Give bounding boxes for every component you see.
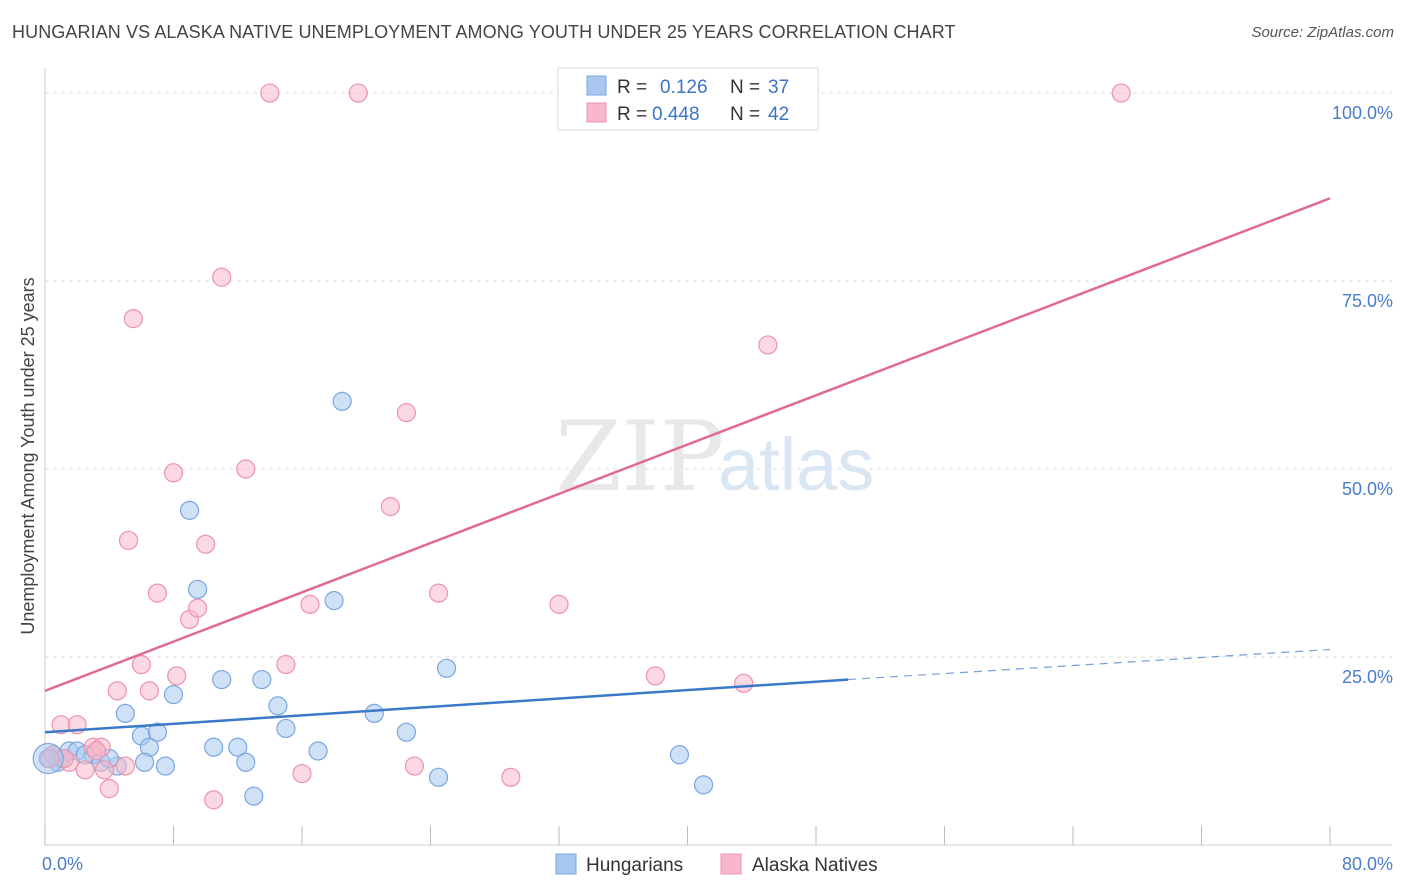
- alaska-native-point-8: [99, 779, 119, 799]
- alaska-native-point-23: [236, 459, 256, 479]
- bottom-legend: Hungarians Alaska Natives: [555, 853, 878, 876]
- alaska-native-point-4: [75, 760, 95, 780]
- alaska-native-point-29: [380, 497, 400, 517]
- hungarian-point-31: [669, 745, 690, 765]
- alaska-native-point-12: [118, 530, 139, 551]
- bottom-legend-alaska-natives: Alaska Natives: [752, 855, 878, 876]
- hungarian-point-26: [332, 391, 352, 411]
- hungarian-point-35: [134, 752, 155, 772]
- hungarian-point-29: [428, 767, 449, 787]
- hungarian-point-24: [308, 741, 328, 761]
- alaska-native-point-31: [404, 756, 425, 776]
- bottom-legend-swatch-hungarians: [555, 853, 577, 875]
- y-tick-label-0: 25.0%: [1342, 667, 1393, 687]
- hungarian-point-14: [179, 500, 200, 520]
- axes: [44, 68, 1392, 846]
- legend-swatch-alaska-natives: [586, 102, 607, 123]
- hungarian-point-23: [276, 718, 296, 739]
- hungarian-point-27: [364, 703, 384, 724]
- y-tick-label-1: 50.0%: [1342, 479, 1393, 499]
- alaska-native-point-20: [196, 534, 216, 554]
- alaska-native-point-19: [187, 598, 208, 618]
- alaska-native-point-7: [94, 760, 115, 780]
- alaska-native-point-22: [212, 267, 232, 287]
- alaska-native-point-38: [1111, 83, 1131, 103]
- hungarian-point-28: [396, 722, 417, 742]
- hungarian-point-25: [324, 591, 344, 611]
- alaska-native-point-27: [300, 594, 320, 614]
- alaska-native-point-10: [115, 756, 135, 776]
- legend-n-value-2: 42: [768, 104, 789, 125]
- trendline-hungarians-extension: [848, 648, 1331, 681]
- alaska-native-point-13: [131, 654, 151, 675]
- hungarian-point-20: [244, 786, 264, 806]
- alaska-native-point-33: [501, 767, 521, 787]
- alaska-native-point-11: [123, 309, 143, 329]
- hungarian-point-15: [187, 579, 208, 599]
- source-label: Source: ZipAtlas.com: [1251, 24, 1394, 41]
- trendline-alaska-natives: [44, 197, 1331, 693]
- alaska-native-point-17: [167, 666, 187, 686]
- hungarian-point-21: [252, 669, 272, 690]
- y-tick-labels: 25.0% 50.0% 75.0% 100.0%: [1332, 103, 1393, 687]
- gridlines: [45, 92, 1392, 658]
- hungarian-point-11: [147, 722, 168, 742]
- hungarian-point-19: [236, 752, 256, 772]
- y-tick-label-2: 75.0%: [1342, 291, 1393, 311]
- alaska-native-point-36: [734, 673, 754, 693]
- alaska-native-point-34: [549, 594, 569, 614]
- legend-r-value-1: 0.126: [660, 77, 708, 98]
- legend-r-value-2: 0.448: [652, 104, 700, 125]
- trendline-hungarians: [44, 678, 849, 734]
- x-tick-label-0: 0.0%: [42, 854, 83, 874]
- legend: R = 0.126 N = 37 R = 0.448 N = 42: [557, 67, 819, 131]
- alaska-native-point-24: [260, 83, 280, 103]
- alaska-native-point-21: [204, 790, 224, 810]
- legend-r-label-1: R =: [617, 77, 647, 98]
- alaska-native-point-37: [758, 335, 778, 355]
- x-tick-label-1: 80.0%: [1342, 854, 1393, 874]
- alaska-native-point-9: [107, 681, 127, 701]
- hungarian-point-8: [115, 703, 135, 724]
- bottom-legend-swatch-alaska-natives: [720, 853, 742, 875]
- hungarian-point-cluster: [32, 742, 64, 775]
- x-tick-labels: 0.0% 80.0%: [42, 854, 1393, 874]
- alaska-native-point-40: [86, 741, 107, 761]
- trendlines: [44, 197, 1331, 734]
- hungarian-point-17: [212, 669, 232, 690]
- alaska-native-point-16: [163, 463, 184, 483]
- legend-n-label-2: N =: [730, 104, 760, 125]
- legend-r-label-2: R =: [617, 104, 647, 125]
- hungarian-point-13: [163, 685, 184, 705]
- alaska-native-point-28: [348, 83, 368, 103]
- alaska-native-point-30: [396, 403, 417, 423]
- legend-swatch-hungarians: [586, 75, 607, 96]
- hungarian-point-30: [436, 658, 457, 678]
- y-tick-label-3: 100.0%: [1332, 103, 1393, 123]
- legend-n-value-1: 37: [768, 77, 789, 98]
- chart-title: HUNGARIAN VS ALASKA NATIVE UNEMPLOYMENT …: [12, 22, 956, 42]
- hungarian-point-12: [155, 756, 176, 776]
- watermark-atlas: atlas: [718, 423, 874, 506]
- legend-n-label-1: N =: [730, 77, 760, 98]
- alaska-native-point-25: [276, 654, 296, 675]
- scatter-points: [32, 83, 1131, 810]
- hungarian-point-32: [693, 775, 714, 795]
- hungarian-point-16: [204, 737, 224, 757]
- hungarian-point-18: [228, 737, 248, 757]
- alaska-native-point-32: [428, 583, 449, 603]
- alaska-native-point-26: [292, 763, 312, 784]
- watermark: ZIP atlas: [555, 401, 874, 513]
- bottom-legend-hungarians: Hungarians: [586, 855, 683, 876]
- watermark-zip: ZIP: [555, 401, 724, 513]
- y-axis-title: Unemployment Among Youth under 25 years: [18, 277, 38, 634]
- alaska-native-point-15: [147, 583, 168, 603]
- alaska-native-point-35: [645, 666, 665, 686]
- alaska-native-point-14: [139, 681, 160, 701]
- hungarian-point-22: [268, 696, 288, 716]
